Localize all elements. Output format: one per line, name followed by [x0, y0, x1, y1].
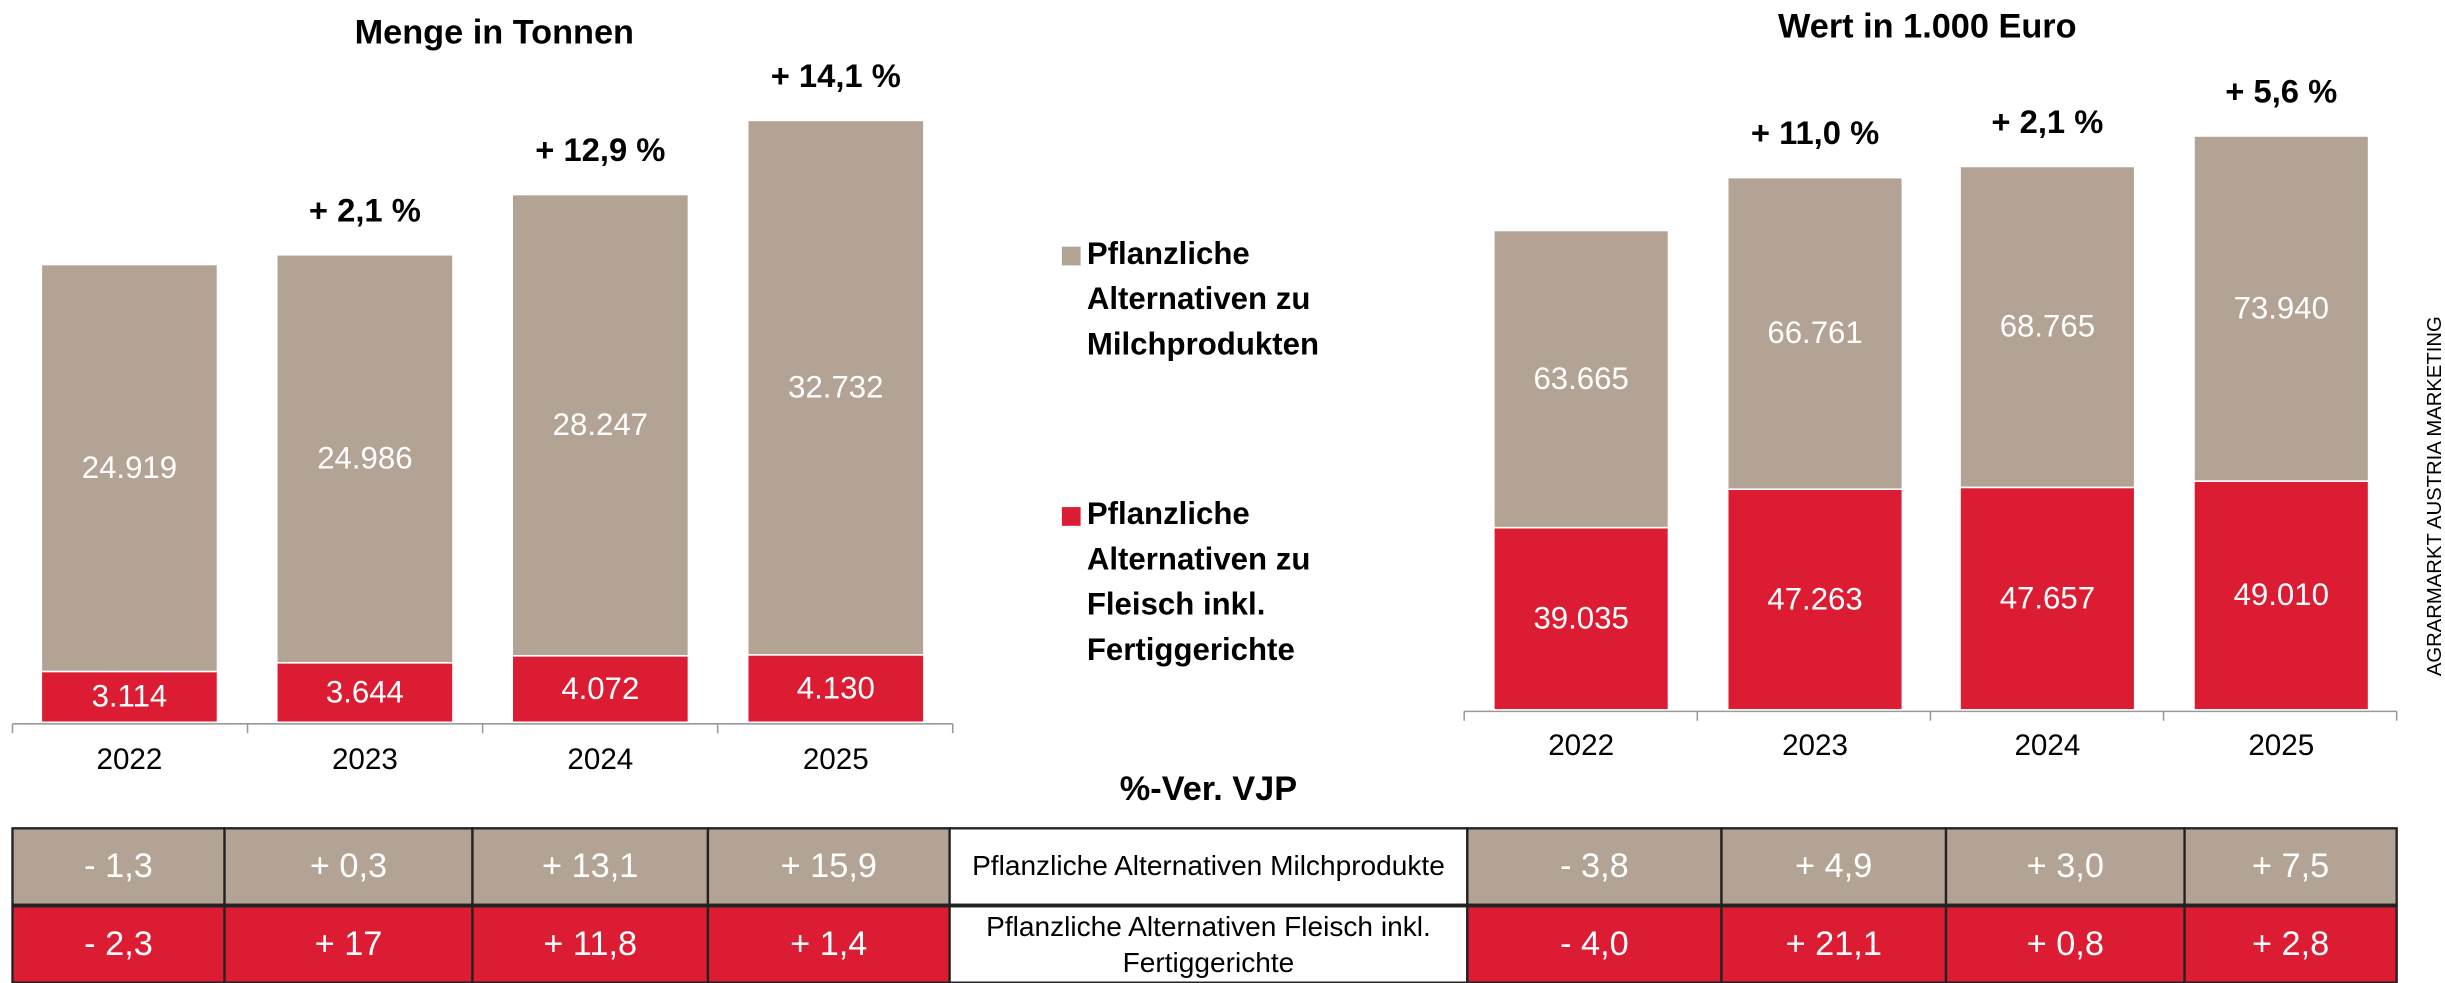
growth-annotation: + 11,0 % — [1751, 114, 1879, 151]
row-label-text: Pflanzliche Alternativen Fleisch inkl. F… — [986, 910, 1431, 978]
table-value: + 0,8 — [2027, 925, 2104, 963]
table-value: + 15,9 — [781, 847, 877, 885]
table-value: + 7,5 — [2252, 847, 2329, 885]
bar-segment — [275, 661, 454, 724]
table-value: + 0,3 — [310, 847, 387, 885]
value-label: 24.919 — [82, 450, 177, 485]
bar-segment — [511, 193, 690, 657]
growth-annotation: + 14,1 % — [771, 57, 901, 94]
bar-segment — [1726, 488, 1904, 711]
table-value: + 13,1 — [542, 847, 638, 885]
bar-segment — [511, 655, 690, 724]
table-cell — [1720, 905, 1948, 983]
table-value: + 2,8 — [2252, 925, 2329, 963]
bar-segment — [2193, 135, 2370, 482]
growth-annotation: + 12,9 % — [535, 131, 665, 168]
growth-annotation: + 2,1 % — [309, 191, 421, 228]
value-label: 28.247 — [553, 407, 648, 442]
value-label: 3.114 — [92, 679, 168, 714]
table-cell — [223, 827, 474, 906]
bar-segment — [1726, 176, 1904, 490]
table-cell — [1944, 827, 2186, 906]
value-label: 3.644 — [326, 674, 404, 709]
value-label: 68.765 — [2000, 309, 2095, 344]
x-tick-label: 2025 — [2248, 729, 2314, 762]
legend-swatch — [1061, 246, 1081, 266]
x-tick-label: 2024 — [2014, 729, 2080, 762]
growth-annotation: + 5,6 % — [2225, 73, 2337, 110]
value-label: 4.130 — [797, 670, 875, 705]
legend-entry-text: Pflanzliche Alternativen zu Milchprodukt… — [1086, 237, 1320, 363]
value-label: 4.072 — [561, 671, 639, 706]
legend-swatch — [1061, 507, 1081, 526]
value-label: 49.010 — [2234, 577, 2329, 612]
table-value: + 17 — [315, 925, 383, 963]
value-label: 47.263 — [1767, 581, 1862, 616]
x-tick-label: 2023 — [332, 743, 398, 776]
bar-segment — [1959, 165, 2136, 489]
table-cell — [223, 905, 474, 983]
value-label: 39.035 — [1533, 601, 1628, 636]
table-value: + 21,1 — [1786, 925, 1882, 963]
x-tick-label: 2022 — [1548, 729, 1614, 762]
x-tick-label: 2023 — [1782, 729, 1848, 762]
bar-segment — [2193, 480, 2370, 711]
table-value: - 3,8 — [1560, 847, 1629, 885]
value-label: 63.665 — [1533, 361, 1628, 396]
value-label: 47.657 — [2000, 580, 2095, 615]
value-label: 24.986 — [317, 441, 412, 476]
table-value: - 2,3 — [84, 925, 153, 963]
x-tick-label: 2022 — [96, 743, 162, 776]
bar-segment — [1493, 229, 1670, 529]
row-label: Pflanzliche Alternativen Fleisch inkl. F… — [986, 910, 1431, 978]
x-tick-label: 2025 — [803, 743, 869, 776]
bar-segment — [746, 654, 925, 724]
value-label: 73.940 — [2234, 290, 2329, 325]
row-label-text: Pflanzliche Alternativen Milchprodukte — [972, 850, 1445, 882]
source: AGRARMARKT AUSTRIA MARKETING — [2424, 316, 2445, 676]
bar-segment — [40, 670, 219, 724]
table-cell — [1466, 827, 1723, 906]
table-cell — [706, 827, 951, 906]
x-tick-label: 2024 — [567, 743, 633, 776]
table-cell — [11, 905, 226, 983]
table-value: - 4,0 — [1560, 925, 1629, 963]
value-label: 66.761 — [1767, 315, 1862, 350]
table-value: - 1,3 — [84, 847, 153, 885]
legend-entry-text: Pflanzliche Alternativen zu Fleisch inkl… — [1086, 497, 1311, 668]
legend-entry: Pflanzliche Alternativen zu Milchprodukt… — [1086, 237, 1320, 363]
table-value: + 3,0 — [2027, 847, 2104, 885]
table-cell — [11, 827, 226, 906]
table-cell — [948, 827, 1469, 906]
table-value: + 4,9 — [1795, 847, 1872, 885]
growth-annotation: + 2,1 % — [1991, 103, 2103, 140]
value-label: 32.732 — [788, 369, 883, 404]
bar-segment — [1959, 486, 2136, 711]
row-label: Pflanzliche Alternativen Milchprodukte — [972, 850, 1445, 882]
chart-title: Menge in Tonnen — [355, 14, 634, 52]
bar-segment — [746, 119, 925, 656]
bar-segment — [40, 263, 219, 673]
table-value: + 11,8 — [543, 925, 637, 963]
table-cell — [1944, 905, 2186, 983]
table-cell — [2183, 905, 2398, 983]
table-cell — [2183, 827, 2398, 906]
table-title: %-Ver. VJP — [1120, 770, 1297, 808]
bar-segment — [275, 254, 454, 664]
chart-title: Wert in 1.000 Euro — [1778, 7, 2077, 45]
table-value: + 1,4 — [790, 925, 867, 963]
legend-entry: Pflanzliche Alternativen zu Fleisch inkl… — [1086, 497, 1311, 668]
